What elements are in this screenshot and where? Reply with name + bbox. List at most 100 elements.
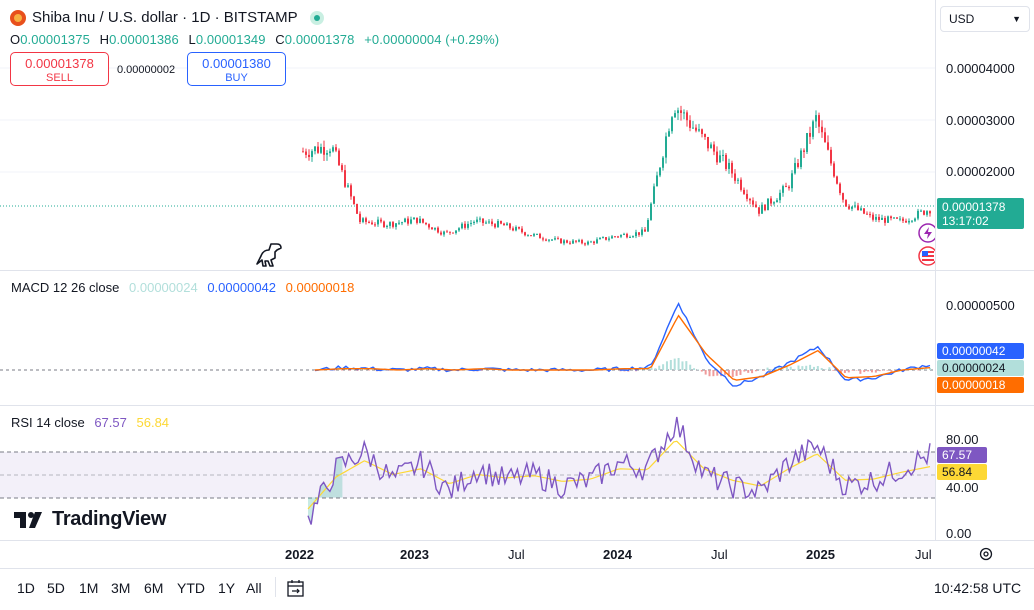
- candle-body: [386, 225, 388, 227]
- range-1y-button[interactable]: 1Y: [218, 580, 236, 596]
- time-tick: Jul: [711, 547, 728, 562]
- candle-body: [485, 222, 487, 224]
- chart-canvas[interactable]: [0, 0, 935, 540]
- candle-body: [413, 217, 415, 220]
- candle-body: [923, 210, 925, 215]
- range-5d-button[interactable]: 5D: [47, 580, 65, 596]
- macd-histogram-bar: [665, 361, 668, 370]
- macd-legend[interactable]: MACD 12 26 close 0.00000024 0.00000042 0…: [11, 280, 360, 295]
- candle-body: [461, 223, 463, 229]
- candle-body: [431, 227, 433, 230]
- candle-body: [695, 127, 697, 131]
- rsi-value-tag: 67.57: [937, 447, 987, 463]
- candle-body: [494, 224, 496, 228]
- macd-histogram-bar: [596, 368, 599, 370]
- ohlc-change: +0.00000004 (+0.29%): [364, 32, 500, 47]
- symbol-header[interactable]: Shiba Inu / U.S. dollar · 1D · BITSTAMP: [10, 9, 324, 26]
- candles: [302, 105, 931, 247]
- macd-histogram-bar: [720, 370, 723, 377]
- macd-axis-tick: 0.00000500: [946, 298, 1015, 313]
- candle-body: [845, 199, 847, 207]
- candle-body: [728, 162, 730, 169]
- candle-body: [542, 238, 544, 240]
- range-1m-button[interactable]: 1M: [79, 580, 99, 596]
- macd-histogram-bar: [925, 368, 928, 370]
- macd-histogram-bar: [716, 370, 719, 376]
- footer-separator: [275, 577, 276, 597]
- macd-histogram-bar: [677, 357, 680, 370]
- range-1d-button[interactable]: 1D: [17, 580, 35, 596]
- candle-body: [914, 218, 916, 221]
- candle-body: [866, 213, 868, 215]
- macd-histogram-bar: [820, 367, 823, 370]
- candle-body: [551, 239, 553, 241]
- sell-price: 0.00001378: [25, 56, 94, 71]
- candle-body: [725, 154, 727, 169]
- macd-histogram-bar: [341, 370, 344, 371]
- macd-histogram-bar: [430, 369, 433, 370]
- candle-body: [308, 154, 310, 157]
- candle-body: [749, 198, 751, 201]
- candle-body: [401, 222, 403, 224]
- candle-body: [881, 217, 883, 220]
- candle-body: [524, 232, 526, 236]
- macd-histogram-bar: [700, 370, 703, 372]
- tradingview-logo[interactable]: TradingView: [14, 508, 166, 531]
- rsi-value: 67.57: [94, 415, 127, 430]
- candle-body: [458, 228, 460, 231]
- symbol-title[interactable]: Shiba Inu / U.S. dollar · 1D · BITSTAMP: [32, 9, 298, 26]
- candle-body: [926, 211, 928, 215]
- candle-body: [713, 144, 715, 152]
- range-3m-button[interactable]: 3M: [111, 580, 131, 596]
- candle-body: [875, 216, 877, 220]
- candle-body: [830, 149, 832, 164]
- candle-body: [359, 213, 361, 222]
- candle-body: [746, 193, 748, 199]
- candle-body: [356, 204, 358, 214]
- candle-body: [839, 183, 841, 194]
- range-6m-button[interactable]: 6M: [144, 580, 164, 596]
- range-ytd-button[interactable]: YTD: [177, 580, 205, 596]
- settings-gear-icon[interactable]: [979, 547, 993, 561]
- currency-value: USD: [949, 12, 975, 26]
- macd-histogram-bar: [758, 369, 761, 371]
- candle-body: [515, 227, 517, 231]
- range-all-button[interactable]: All: [246, 580, 262, 596]
- macd-histogram-bar: [685, 361, 688, 370]
- rsi-ma-tag: 56.84: [937, 464, 987, 480]
- utc-clock[interactable]: 10:42:58 UTC: [934, 580, 1022, 596]
- macd-histogram-bar: [816, 366, 819, 370]
- calendar-goto-icon[interactable]: [286, 578, 306, 598]
- candle-body: [626, 233, 628, 238]
- sell-button[interactable]: 0.00001378 SELL: [10, 52, 109, 86]
- price-tick: 0.00003000: [946, 113, 1015, 128]
- candle-body: [479, 218, 481, 220]
- candle-body: [818, 115, 820, 127]
- ohlc-high-label: H: [99, 32, 110, 47]
- last-price-tag: 0.00001378 13:17:02: [937, 198, 1024, 229]
- pane-divider-macd-rsi[interactable]: [0, 405, 1034, 406]
- macd-histogram-bar: [352, 369, 355, 371]
- candle-body: [893, 217, 895, 219]
- candle-body: [890, 216, 892, 219]
- macd-histogram-bar: [874, 370, 877, 373]
- candle-body: [305, 151, 307, 155]
- candle-body: [851, 206, 853, 209]
- buy-price: 0.00001380: [202, 56, 271, 71]
- candle-body: [872, 214, 874, 220]
- ohlc-open-value: 0.00001375: [20, 32, 90, 47]
- macd-histogram-bar: [840, 370, 843, 373]
- rsi-legend[interactable]: RSI 14 close 67.57 56.84: [11, 415, 175, 430]
- macd-histogram-bar: [770, 369, 773, 370]
- candle-body: [353, 196, 355, 205]
- rsi-title: RSI 14 close: [11, 415, 85, 430]
- candle-body: [770, 198, 772, 204]
- pane-divider-main-macd[interactable]: [0, 270, 1034, 271]
- candle-body: [896, 217, 898, 219]
- currency-select[interactable]: USD ▼: [940, 6, 1030, 32]
- bar-countdown: 13:17:02: [942, 214, 989, 228]
- candle-body: [809, 132, 811, 137]
- candle-body: [812, 121, 814, 137]
- buy-button[interactable]: 0.00001380 BUY: [187, 52, 286, 86]
- macd-signal-tag: 0.00000018: [937, 377, 1024, 393]
